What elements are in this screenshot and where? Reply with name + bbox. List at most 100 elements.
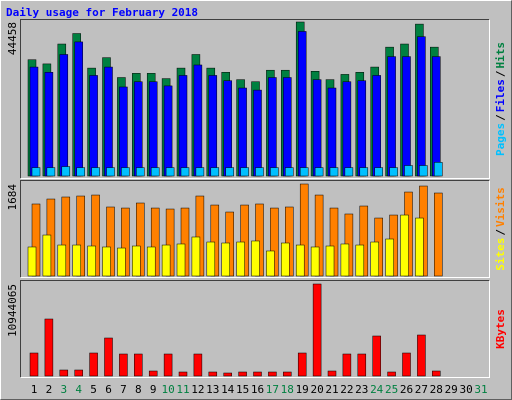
bar [59,54,69,177]
legend-entry: KBytes [494,309,507,349]
bar [310,246,320,277]
bar [297,31,307,177]
x-tick-label: 31 [474,383,487,396]
x-tick-label: 5 [90,383,97,396]
bar [342,81,352,177]
bar [236,241,245,277]
bar [163,353,173,377]
bar [255,167,264,177]
bar [389,167,398,177]
bar [268,371,277,377]
bar [432,56,441,177]
bar [121,167,130,177]
bar [344,167,354,177]
x-tick-label: 10 [161,383,174,396]
bar [359,167,369,177]
bar [72,244,81,277]
bar [89,75,98,177]
x-tick-label: 23 [355,383,368,396]
bar [312,283,322,377]
x-tick-label: 4 [75,383,82,396]
bar [165,167,175,177]
panel-edge [20,280,490,378]
legend-separator: / [494,229,507,236]
bar [223,80,232,177]
bar [193,353,203,377]
panel-edge [20,180,490,278]
bar [117,247,126,277]
bar [193,64,203,177]
y-tick-label: 1684 [6,184,19,211]
legend: Pages/Files/Hits [494,42,507,156]
bar [195,167,205,177]
bar [238,87,247,177]
x-tick-label: 19 [296,383,309,396]
bar [191,236,201,277]
bar [238,371,247,377]
x-tick-label: 15 [236,383,249,396]
y-tick-label: 10944065 [6,284,19,337]
bar [270,167,279,177]
panel-edge [20,180,490,278]
bar [46,167,56,177]
bar [357,80,367,177]
bar [385,238,394,277]
bar [44,318,54,377]
bar [434,192,443,277]
bar [357,353,367,377]
legend-entry: Sites [494,238,507,271]
bar [61,166,71,177]
bar [74,369,83,377]
bar [59,369,69,377]
x-tick-label: 26 [400,383,413,396]
bar [225,167,234,177]
bar [44,72,54,177]
x-tick-label: 28 [430,383,443,396]
bar [161,244,171,277]
bar [42,234,52,277]
bar [29,352,39,377]
bar [283,371,292,377]
bar [221,242,230,277]
bar [223,372,232,377]
bar [91,167,100,177]
bar [251,240,260,277]
x-tick-label: 22 [340,383,353,396]
bar [312,79,322,177]
x-tick-label: 8 [135,383,142,396]
bar [329,167,339,177]
bar [27,246,37,277]
bar [208,371,218,377]
x-tick-label: 16 [251,383,264,396]
bar [434,162,443,177]
bar [285,167,294,177]
panel-edge [20,280,490,378]
bar [29,66,39,177]
bar [253,371,262,377]
bar [31,167,41,177]
x-tick-label: 17 [266,383,279,396]
bar [281,242,290,277]
bar [314,167,324,177]
bar [74,41,83,177]
bar [119,86,128,177]
bar [417,334,426,377]
bar [87,245,96,277]
x-tick-label: 30 [459,383,472,396]
bar [210,167,220,177]
bar [415,217,424,277]
y-tick-label: 44458 [6,22,19,55]
bar [387,56,396,177]
bar [297,352,307,377]
bar [419,165,428,177]
x-tick-label: 14 [221,383,235,396]
legend-entry: Files [494,79,507,112]
bar [268,77,277,177]
x-tick-label: 3 [60,383,67,396]
panel-edge [20,19,490,179]
bar [206,241,216,277]
bar [57,244,67,277]
bar [148,370,158,377]
